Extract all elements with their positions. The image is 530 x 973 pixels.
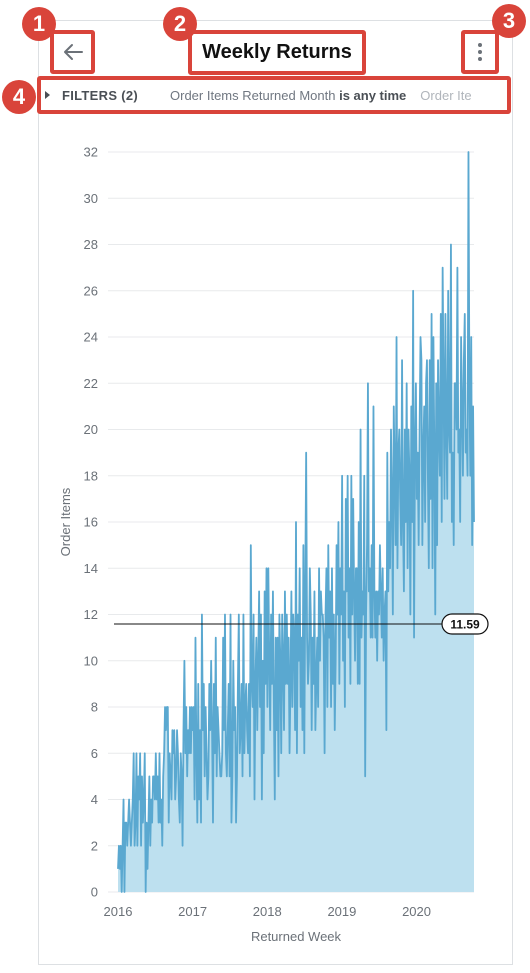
filters-label: FILTERS (2) [62,87,138,103]
y-tick-label: 30 [84,191,98,206]
filters-toggle[interactable]: FILTERS (2) [37,88,138,103]
filter-summary-2[interactable]: Order Ite [420,87,472,103]
arrow-left-icon [63,44,83,60]
y-tick-label: 14 [84,561,98,576]
filter-summary-1[interactable]: Order Items Returned Month is any time [170,88,406,103]
y-axis-title: Order Items [58,487,73,556]
x-tick-label: 2018 [253,904,282,919]
filter-field: Order Items Returned Month [170,87,336,103]
highlight-more-button [461,30,499,74]
highlight-title [188,30,366,75]
y-tick-label: 22 [84,376,98,391]
annotation-badge-2: 2 [163,7,197,41]
y-tick-label: 28 [84,237,98,252]
annotation-badge-1: 1 [22,7,56,41]
filter-condition: is any time [339,87,407,103]
chart-series-line [117,151,475,893]
y-tick-label: 8 [91,700,98,715]
y-tick-label: 2 [91,838,98,853]
highlight-back-button [50,30,95,74]
y-tick-label: 6 [91,746,98,761]
highlight-filters-bar [37,76,511,114]
y-tick-label: 18 [84,468,98,483]
y-tick-label: 26 [84,283,98,298]
x-tick-label: 2016 [104,904,133,919]
annotation-badge-3: 3 [492,4,526,38]
vertical-dots-icon [478,43,482,61]
y-tick-label: 20 [84,422,98,437]
reference-line-label: 11.59 [450,617,480,631]
x-tick-label: 2017 [178,904,207,919]
y-tick-label: 10 [84,653,98,668]
filters-bar: FILTERS (2) Order Items Returned Month i… [37,76,511,114]
annotation-badge-4: 4 [2,80,36,114]
x-tick-label: 2020 [402,904,431,919]
y-tick-label: 4 [91,792,98,807]
x-tick-label: 2019 [327,904,356,919]
y-tick-label: 12 [84,607,98,622]
y-tick-label: 24 [84,330,98,345]
y-tick-label: 16 [84,515,98,530]
more-options-button[interactable] [461,30,499,74]
back-button[interactable] [50,30,95,74]
x-axis-title: Returned Week [251,929,342,944]
caret-right-icon [45,91,50,99]
y-tick-label: 0 [91,885,98,900]
page-title: Weekly Returns [202,41,352,63]
y-tick-label: 32 [84,145,98,160]
reference-label-pill [441,613,489,635]
